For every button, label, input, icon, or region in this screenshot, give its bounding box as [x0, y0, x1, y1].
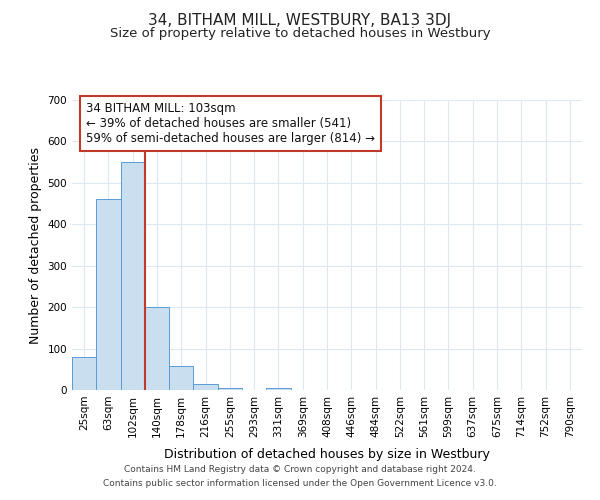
- Bar: [193, 384, 218, 390]
- Text: 34 BITHAM MILL: 103sqm
← 39% of detached houses are smaller (541)
59% of semi-de: 34 BITHAM MILL: 103sqm ← 39% of detached…: [86, 102, 375, 145]
- Bar: [121, 162, 145, 390]
- Bar: [169, 366, 193, 390]
- Bar: [266, 388, 290, 390]
- Bar: [96, 200, 121, 390]
- Text: 34, BITHAM MILL, WESTBURY, BA13 3DJ: 34, BITHAM MILL, WESTBURY, BA13 3DJ: [148, 12, 452, 28]
- Y-axis label: Number of detached properties: Number of detached properties: [29, 146, 42, 344]
- X-axis label: Distribution of detached houses by size in Westbury: Distribution of detached houses by size …: [164, 448, 490, 461]
- Text: Size of property relative to detached houses in Westbury: Size of property relative to detached ho…: [110, 28, 490, 40]
- Text: Contains HM Land Registry data © Crown copyright and database right 2024.
Contai: Contains HM Land Registry data © Crown c…: [103, 466, 497, 487]
- Bar: [145, 307, 169, 390]
- Bar: [218, 388, 242, 390]
- Bar: [72, 357, 96, 390]
